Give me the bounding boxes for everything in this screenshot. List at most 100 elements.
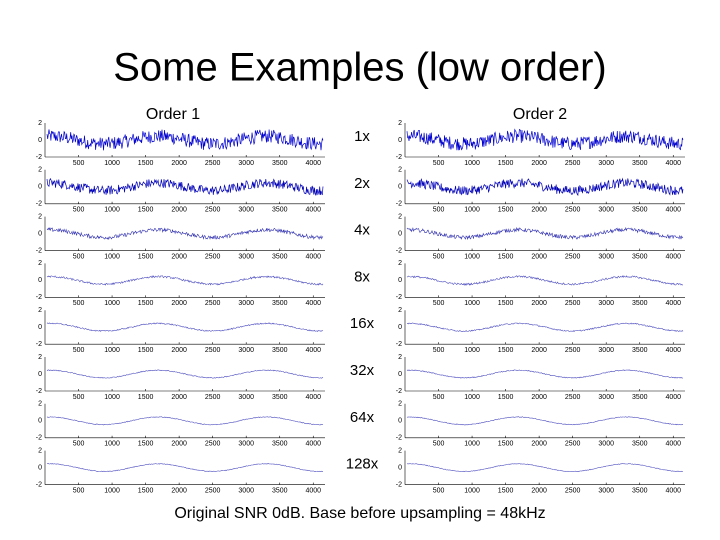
- y-tick-label: 2: [398, 167, 402, 174]
- x-tick-label: 3000: [598, 207, 614, 214]
- x-tick-label: 3500: [272, 394, 288, 401]
- x-tick-label: 1000: [464, 487, 480, 494]
- waveform: [406, 275, 683, 286]
- x-tick-label: 2000: [171, 300, 187, 307]
- x-tick-label: 4000: [305, 394, 321, 401]
- x-tick-label: 3500: [272, 160, 288, 167]
- row-label: 8x: [354, 268, 370, 285]
- x-tick-label: 2000: [531, 253, 547, 260]
- x-tick-label: 4000: [305, 207, 321, 214]
- x-tick-label: 1000: [104, 394, 120, 401]
- x-tick-label: 3000: [238, 394, 254, 401]
- x-tick-label: 4000: [665, 300, 681, 307]
- x-tick-label: 500: [433, 347, 445, 354]
- x-tick-label: 3000: [598, 347, 614, 354]
- x-tick-label: 500: [433, 394, 445, 401]
- x-tick-label: 2500: [565, 300, 581, 307]
- x-tick-label: 2000: [531, 207, 547, 214]
- x-tick-label: 1000: [104, 207, 120, 214]
- y-tick-label: 2: [38, 120, 42, 127]
- y-tick-label: 0: [38, 371, 42, 378]
- x-tick-label: 4000: [665, 207, 681, 214]
- x-tick-label: 2500: [565, 207, 581, 214]
- x-tick-label: 500: [433, 441, 445, 448]
- x-tick-label: 3000: [238, 253, 254, 260]
- waveform: [46, 227, 324, 241]
- x-tick-label: 500: [73, 347, 85, 354]
- y-tick-label: 2: [38, 260, 42, 267]
- x-tick-label: 3000: [238, 347, 254, 354]
- y-tick-label: 2: [398, 354, 402, 361]
- x-tick-label: 500: [73, 487, 85, 494]
- waveform: [407, 463, 684, 473]
- x-tick-label: 500: [433, 253, 445, 260]
- x-tick-label: 3000: [598, 487, 614, 494]
- x-tick-label: 1000: [104, 487, 120, 494]
- row-label: 16x: [350, 315, 375, 332]
- x-tick-label: 500: [433, 300, 445, 307]
- x-tick-label: 2500: [205, 347, 221, 354]
- x-tick-label: 1000: [104, 253, 120, 260]
- x-tick-label: 2500: [205, 394, 221, 401]
- y-tick-label: 2: [38, 167, 42, 174]
- y-tick-label: 2: [398, 213, 402, 220]
- x-tick-label: 1500: [498, 394, 514, 401]
- x-tick-label: 3500: [272, 300, 288, 307]
- column-title: Order 2: [513, 106, 567, 123]
- x-tick-label: 1000: [464, 207, 480, 214]
- x-tick-label: 1500: [138, 347, 154, 354]
- x-tick-label: 3500: [632, 207, 648, 214]
- y-tick-label: 0: [398, 230, 402, 237]
- x-tick-label: 1000: [464, 394, 480, 401]
- x-tick-label: 3500: [632, 441, 648, 448]
- x-tick-label: 2000: [531, 441, 547, 448]
- x-tick-label: 4000: [665, 441, 681, 448]
- x-tick-label: 1500: [138, 207, 154, 214]
- waveform: [46, 416, 324, 426]
- x-tick-label: 3500: [272, 487, 288, 494]
- y-tick-label: 2: [398, 307, 402, 314]
- x-tick-label: 2000: [171, 207, 187, 214]
- x-tick-label: 2000: [171, 487, 187, 494]
- x-tick-label: 2000: [171, 394, 187, 401]
- x-tick-label: 500: [73, 253, 85, 260]
- x-tick-label: 3500: [632, 394, 648, 401]
- x-tick-label: 1000: [104, 300, 120, 307]
- x-tick-label: 2500: [205, 160, 221, 167]
- x-tick-label: 4000: [305, 160, 321, 167]
- x-tick-label: 2500: [205, 300, 221, 307]
- y-tick-label: 2: [38, 354, 42, 361]
- x-tick-label: 3500: [632, 487, 648, 494]
- x-tick-label: 2500: [205, 441, 221, 448]
- y-tick-label: 0: [398, 184, 402, 191]
- x-tick-label: 3000: [238, 441, 254, 448]
- x-tick-label: 2000: [531, 300, 547, 307]
- waveform: [406, 226, 684, 241]
- x-tick-label: 500: [433, 160, 445, 167]
- x-tick-label: 1000: [464, 253, 480, 260]
- x-tick-label: 3500: [272, 441, 288, 448]
- row-label: 4x: [354, 222, 370, 239]
- x-tick-label: 2000: [171, 253, 187, 260]
- y-tick-label: 2: [398, 401, 402, 408]
- x-tick-label: 2500: [565, 394, 581, 401]
- row-label: 64x: [350, 409, 375, 426]
- y-tick-label: -2: [36, 341, 42, 348]
- x-tick-label: 2500: [565, 160, 581, 167]
- waveform: [46, 322, 324, 333]
- x-tick-label: 500: [73, 441, 85, 448]
- x-tick-label: 3000: [598, 300, 614, 307]
- row-label: 2x: [354, 175, 370, 192]
- y-tick-label: -2: [36, 435, 42, 442]
- y-tick-label: 0: [398, 137, 402, 144]
- y-tick-label: -2: [36, 154, 42, 161]
- column-title: Order 1: [146, 106, 200, 123]
- x-tick-label: 1500: [138, 253, 154, 260]
- y-tick-label: -2: [396, 388, 402, 395]
- waveform: [407, 322, 684, 332]
- x-tick-label: 1000: [104, 347, 120, 354]
- x-tick-label: 500: [73, 300, 85, 307]
- waveform: [406, 369, 684, 379]
